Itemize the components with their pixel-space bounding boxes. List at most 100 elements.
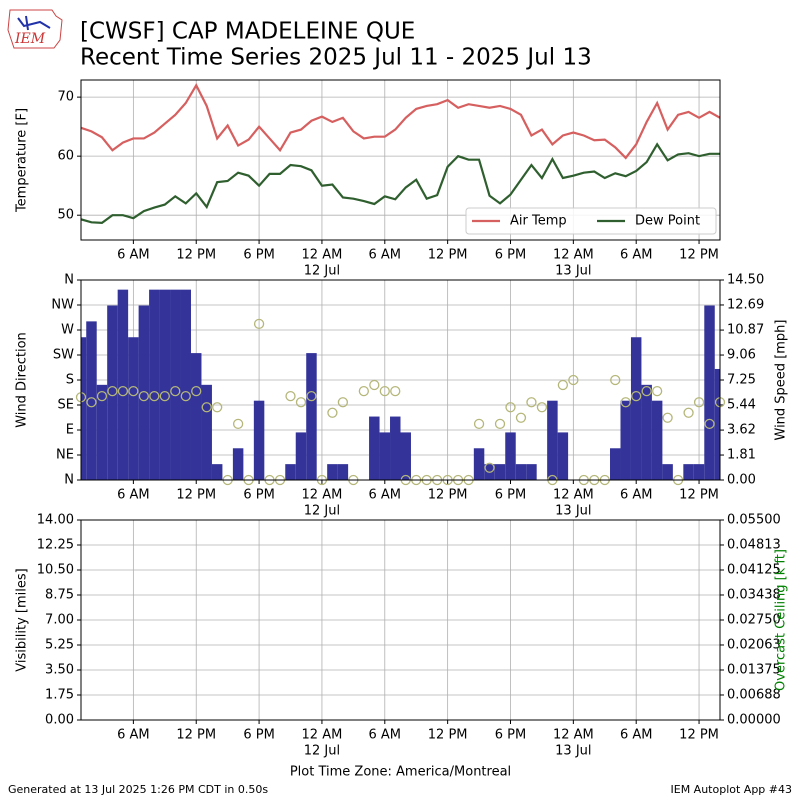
bar — [641, 384, 652, 480]
bar — [630, 337, 642, 480]
x-tick-label: 12 AM — [553, 248, 594, 263]
y2-tick-label: 0.04125 — [727, 563, 781, 578]
point — [306, 390, 317, 402]
bar — [107, 305, 118, 480]
bar — [693, 464, 705, 480]
x-tick-label: 12 PM — [176, 728, 216, 743]
y2-tick-label: 7.25 — [727, 373, 756, 388]
bar — [170, 289, 181, 480]
x-tick-sublabel: 13 Jul — [555, 504, 591, 519]
x-tick-label: 12 PM — [428, 488, 468, 503]
bar — [232, 448, 244, 480]
x-tick-label: 6 PM — [495, 488, 526, 503]
footer-left: Generated at 13 Jul 2025 1:26 PM CDT in … — [8, 783, 268, 796]
bar — [494, 464, 506, 480]
bar — [683, 464, 694, 480]
x-tick-sublabel: 13 Jul — [555, 264, 591, 279]
y-tick-label: N — [64, 473, 74, 488]
point — [683, 407, 694, 418]
bar — [86, 321, 97, 480]
bar — [253, 400, 265, 480]
x-tick-label: 6 PM — [243, 728, 274, 743]
bar — [547, 400, 558, 480]
x-tick-sublabel: 12 Jul — [304, 264, 340, 279]
x-tick-label: 12 AM — [553, 728, 594, 743]
x-tick-label: 6 PM — [243, 488, 274, 503]
y-tick-label: 14.00 — [37, 513, 74, 528]
point — [379, 385, 390, 397]
bar — [306, 353, 317, 480]
bar — [337, 464, 349, 480]
y-tick-label: 12.25 — [37, 538, 74, 553]
y-axis-label: Visibility [miles] — [15, 568, 30, 671]
y2-tick-label: 14.50 — [727, 273, 764, 288]
point — [641, 385, 652, 397]
y-tick-label: 70 — [57, 90, 74, 105]
line — [81, 142, 720, 224]
y-tick-label: NE — [56, 448, 74, 463]
bar — [662, 464, 673, 480]
logo-outline — [7, 9, 63, 49]
bar — [651, 400, 663, 480]
x-tick-label: 12 PM — [679, 728, 719, 743]
legend-box — [465, 207, 717, 235]
logo-mark — [17, 15, 51, 31]
point — [390, 385, 401, 397]
bar — [211, 464, 223, 480]
y-tick-label: 50 — [57, 208, 74, 223]
axes-frame — [80, 279, 721, 481]
y-tick-label: 3.50 — [45, 663, 74, 678]
y2-tick-label: 0.03438 — [727, 587, 781, 602]
y-axis-label: Temperature [F] — [15, 108, 30, 213]
bar — [620, 400, 631, 480]
x-tick-label: 12 AM — [302, 728, 343, 743]
x-tick-label: 12 PM — [679, 488, 719, 503]
x-tick-label: 6 PM — [495, 728, 526, 743]
point — [651, 385, 663, 397]
x-tick-label: 12 PM — [176, 488, 216, 503]
y2-tick-label: 9.06 — [727, 348, 756, 363]
x-tick-label: 12 PM — [679, 248, 719, 263]
y2-tick-label: 0.00688 — [727, 687, 781, 702]
y-tick-label: S — [66, 373, 74, 388]
point — [494, 418, 506, 430]
point — [86, 397, 97, 408]
bar — [159, 289, 171, 480]
point — [631, 390, 642, 402]
x-tick-label: 6 AM — [117, 728, 150, 743]
point — [96, 390, 108, 402]
y-tick-label: 5.25 — [45, 638, 74, 653]
bar — [390, 416, 401, 480]
bar — [515, 464, 527, 480]
y-tick-label: SW — [53, 348, 74, 363]
point — [484, 462, 495, 473]
legend: Air Temp Dew Point — [465, 207, 717, 235]
bar — [295, 432, 307, 480]
point — [704, 418, 715, 430]
y-tick-label: 8.75 — [45, 588, 74, 603]
bar — [369, 416, 380, 480]
bar — [138, 305, 150, 480]
y-tick-label: NW — [51, 298, 74, 313]
bar — [400, 432, 411, 480]
y2-tick-label: 0.02750 — [727, 613, 781, 628]
series-group — [81, 289, 720, 480]
x-tick-label: 6 AM — [117, 488, 150, 503]
point — [170, 385, 181, 397]
y2-tick-label: 3.62 — [727, 423, 756, 438]
bar — [128, 337, 139, 480]
point — [212, 402, 223, 413]
y2-tick-label: 0.00 — [727, 473, 756, 488]
point — [232, 418, 244, 430]
bar — [704, 305, 715, 480]
x-tick-label: 6 AM — [369, 248, 402, 263]
logo-text: IEM — [14, 31, 46, 47]
point — [358, 385, 369, 397]
point — [327, 407, 338, 418]
bar — [714, 368, 720, 480]
y-tick-label: 60 — [57, 149, 74, 164]
